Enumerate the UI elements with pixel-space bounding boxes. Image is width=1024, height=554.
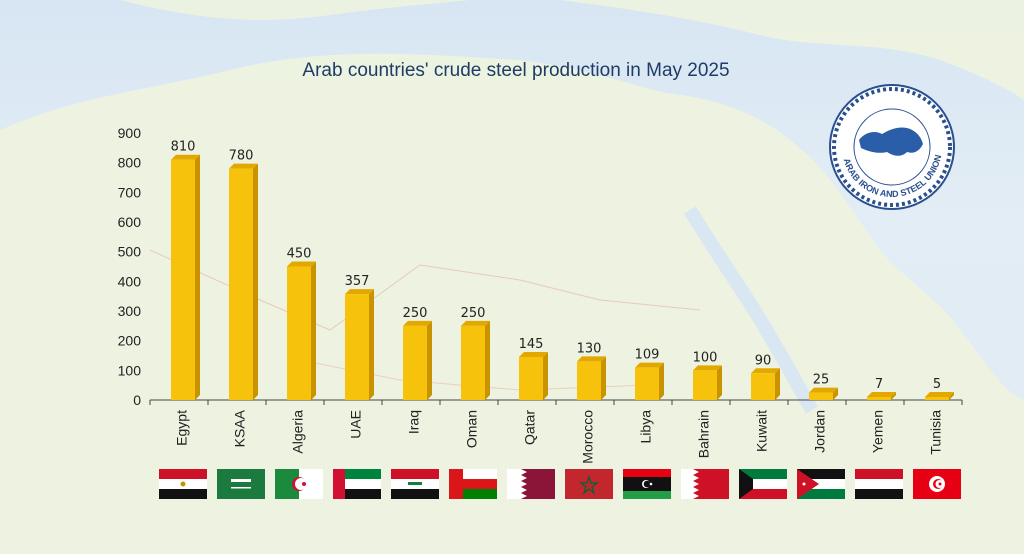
bar-qatar — [519, 356, 543, 400]
arab-world-map-icon — [859, 127, 923, 156]
bar-bahrain — [693, 370, 717, 400]
data-label: 450 — [287, 247, 312, 262]
x-tick-label: Qatar — [522, 410, 538, 445]
bar-ksaa — [229, 168, 253, 400]
bar-side — [543, 351, 548, 400]
bar-egypt — [171, 159, 195, 400]
bar-oman — [461, 325, 485, 400]
bar-side — [195, 154, 200, 400]
bar-top — [635, 362, 664, 368]
bar-side — [369, 289, 374, 400]
bar-side — [485, 320, 490, 400]
data-label: 7 — [875, 377, 883, 392]
bahrain-flag-icon — [681, 469, 729, 499]
bar-top — [345, 289, 374, 295]
bar-side — [311, 261, 316, 400]
data-label: 810 — [171, 140, 196, 155]
x-tick-label: Algeria — [290, 410, 306, 454]
bar-top — [229, 163, 258, 169]
bar-top — [693, 365, 722, 371]
data-label: 90 — [755, 353, 772, 368]
x-tick-label: Morocco — [580, 410, 596, 464]
bar-top — [577, 356, 606, 362]
x-tick-label: Yemen — [870, 410, 886, 453]
algeria-flag-icon — [275, 469, 323, 499]
bar-iraq — [403, 325, 427, 400]
x-tick-label: UAE — [348, 410, 364, 439]
y-tick-label: 0 — [133, 392, 141, 408]
bar-kuwait — [751, 373, 775, 400]
bar-top — [925, 392, 954, 397]
chart-title: Arab countries' crude steel production i… — [302, 60, 730, 81]
x-tick-label: Oman — [464, 410, 480, 448]
y-tick-label: 400 — [118, 273, 142, 289]
x-tick-label: Kuwait — [754, 410, 770, 452]
bar-side — [659, 362, 664, 400]
x-tick-label: Egypt — [174, 410, 190, 446]
bar-yemen — [867, 397, 891, 400]
bar-top — [171, 154, 200, 160]
bar-morocco — [577, 361, 601, 400]
bar-libya — [635, 367, 659, 400]
x-tick-label: KSAA — [232, 409, 248, 447]
jordan-flag-icon — [797, 469, 845, 499]
bar-side — [253, 163, 258, 400]
data-label: 100 — [693, 350, 718, 365]
y-tick-label: 700 — [118, 184, 142, 200]
bar-side — [949, 392, 954, 400]
tunisia-flag-icon — [913, 469, 961, 499]
bar-uae — [345, 294, 369, 400]
bar-side — [717, 365, 722, 400]
libya-flag-icon — [623, 469, 671, 499]
saudi-arabia-flag-icon — [217, 469, 265, 499]
y-tick-label: 900 — [118, 125, 142, 141]
x-tick-label: Libya — [638, 410, 654, 444]
data-label: 25 — [813, 373, 830, 388]
x-tick-label: Tunisia — [928, 410, 944, 455]
arab-iron-steel-union-logo: ARAB IRON AND STEEL UNION — [829, 84, 955, 210]
bar-top — [809, 387, 838, 393]
yemen-flag-icon — [855, 469, 903, 499]
qatar-flag-icon — [507, 469, 555, 499]
y-tick-label: 100 — [118, 362, 142, 378]
y-tick-label: 500 — [118, 244, 142, 260]
oman-flag-icon — [449, 469, 497, 499]
data-label: 130 — [577, 341, 602, 356]
bar-side — [775, 368, 780, 400]
uae-flag-icon — [333, 469, 381, 499]
data-label: 109 — [635, 348, 660, 363]
egypt-flag-icon — [159, 469, 207, 499]
iraq-flag-icon — [391, 469, 439, 499]
y-tick-label: 800 — [118, 155, 142, 171]
bar-algeria — [287, 266, 311, 400]
y-tick-label: 300 — [118, 303, 142, 319]
data-label: 357 — [345, 274, 370, 289]
bar-side — [891, 392, 896, 400]
bar-top — [403, 320, 432, 326]
x-tick-label: Iraq — [406, 410, 422, 434]
y-tick-label: 600 — [118, 214, 142, 230]
bar-top — [751, 368, 780, 374]
kuwait-flag-icon — [739, 469, 787, 499]
bar-side — [427, 320, 432, 400]
x-tick-label: Bahrain — [696, 410, 712, 458]
bar-side — [833, 387, 838, 400]
x-tick-label: Jordan — [812, 410, 828, 453]
y-tick-label: 200 — [118, 333, 142, 349]
bar-side — [601, 356, 606, 400]
bar-jordan — [809, 392, 833, 400]
data-label: 780 — [229, 149, 254, 164]
bar-top — [867, 392, 896, 397]
bar-top — [461, 320, 490, 326]
morocco-flag-icon — [565, 469, 613, 499]
bar-top — [519, 351, 548, 357]
bar-tunisia — [925, 397, 949, 400]
data-label: 250 — [461, 306, 486, 321]
data-label: 145 — [519, 337, 544, 352]
data-label: 5 — [933, 377, 941, 392]
bar-top — [287, 261, 316, 267]
data-label: 250 — [403, 306, 428, 321]
